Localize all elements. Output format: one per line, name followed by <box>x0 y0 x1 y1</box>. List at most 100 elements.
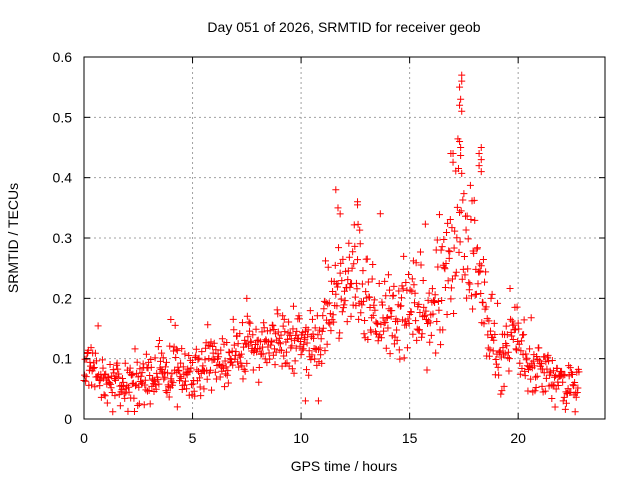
data-point <box>366 304 374 312</box>
data-point <box>337 295 345 303</box>
data-point <box>477 289 485 297</box>
data-point <box>136 365 144 373</box>
data-point <box>453 203 461 211</box>
data-point <box>377 320 385 328</box>
data-point <box>204 321 212 329</box>
data-point <box>299 345 307 353</box>
data-point <box>458 169 466 177</box>
data-point <box>407 308 415 316</box>
data-point <box>246 327 254 335</box>
data-point <box>487 294 495 302</box>
data-point <box>307 356 315 364</box>
data-point <box>218 335 226 343</box>
data-point <box>163 388 171 396</box>
data-point <box>529 357 537 365</box>
data-point <box>357 309 365 317</box>
data-point <box>321 347 329 355</box>
data-point <box>187 364 195 372</box>
data-point <box>362 288 370 296</box>
data-point <box>289 302 297 310</box>
data-point <box>106 360 114 368</box>
data-point <box>330 318 338 326</box>
data-point <box>139 360 147 368</box>
data-point <box>244 342 252 350</box>
data-point <box>155 337 163 345</box>
data-point <box>466 280 474 288</box>
data-point <box>297 351 305 359</box>
data-point <box>255 363 263 371</box>
data-point <box>205 354 213 362</box>
data-point <box>571 408 579 416</box>
data-point <box>281 328 289 336</box>
data-point <box>371 306 379 314</box>
data-point <box>465 286 473 294</box>
data-point <box>374 320 382 328</box>
data-point <box>454 165 462 173</box>
data-point <box>486 327 494 335</box>
data-point <box>520 331 528 339</box>
y-tick-label: 0.3 <box>53 230 73 246</box>
data-point <box>238 319 246 327</box>
data-point <box>144 364 152 372</box>
data-point <box>325 299 333 307</box>
data-point <box>481 278 489 286</box>
data-point <box>173 347 181 355</box>
data-point <box>100 391 108 399</box>
data-point <box>152 381 160 389</box>
data-point <box>335 244 343 252</box>
data-point <box>187 381 195 389</box>
data-point <box>228 347 236 355</box>
data-point <box>457 152 465 160</box>
data-point <box>300 340 308 348</box>
data-point <box>266 355 274 363</box>
data-point <box>236 353 244 361</box>
data-point <box>476 260 484 268</box>
data-point <box>380 327 388 335</box>
data-point <box>498 387 506 395</box>
data-point <box>109 408 117 416</box>
data-point <box>133 358 141 366</box>
data-point <box>303 366 311 374</box>
data-point <box>88 381 96 389</box>
data-point <box>473 245 481 253</box>
data-point <box>444 219 452 227</box>
data-point <box>504 348 512 356</box>
data-point <box>272 348 280 356</box>
data-point <box>448 224 456 232</box>
data-point <box>219 361 227 369</box>
data-point <box>431 291 439 299</box>
data-point <box>287 335 295 343</box>
data-point <box>471 216 479 224</box>
data-point <box>541 387 549 395</box>
data-point <box>326 320 334 328</box>
data-point <box>458 107 466 115</box>
data-point <box>168 370 176 378</box>
data-point <box>438 296 446 304</box>
data-point <box>437 341 445 349</box>
data-point <box>427 331 435 339</box>
data-point <box>434 263 442 271</box>
data-point <box>443 311 451 319</box>
data-point <box>470 196 478 204</box>
data-point <box>267 341 275 349</box>
data-point <box>345 253 353 261</box>
data-point <box>286 329 294 337</box>
data-point <box>274 310 282 318</box>
data-point <box>372 318 380 326</box>
data-point <box>334 280 342 288</box>
data-point <box>532 383 540 391</box>
data-point <box>515 325 523 333</box>
data-point <box>457 207 465 215</box>
data-point <box>141 376 149 384</box>
data-point <box>83 349 91 357</box>
data-point <box>473 244 481 252</box>
data-point <box>258 328 266 336</box>
data-point <box>288 342 296 350</box>
data-point <box>507 315 515 323</box>
data-point <box>333 283 341 291</box>
data-point <box>404 315 412 323</box>
data-point <box>549 381 557 389</box>
data-point <box>336 329 344 337</box>
data-point <box>395 287 403 295</box>
